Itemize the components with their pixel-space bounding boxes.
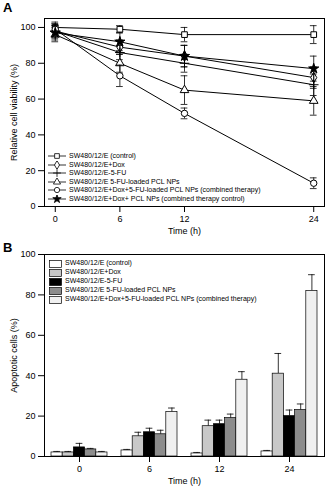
html-text:SW480/12/E+Dox+ PCL NPs (combi: SW480/12/E+Dox+ PCL NPs (combined therap… <box>69 194 245 202</box>
svg-text:0: 0 <box>77 464 82 474</box>
html-text:SW480/12/E 5-FU-loaded PCL NPs: SW480/12/E 5-FU-loaded PCL NPs <box>65 286 176 294</box>
html-text:SW480/12/E-5-FU: SW480/12/E-5-FU <box>65 277 123 285</box>
html-text:A: A <box>3 0 13 15</box>
svg-text:20: 20 <box>25 411 35 421</box>
svg-text:12: 12 <box>214 464 224 474</box>
html-text:SW480/12/E (control): SW480/12/E (control) <box>65 259 132 267</box>
html-text:SW480/12/E+Dox+5-FU-loaded PCL: SW480/12/E+Dox+5-FU-loaded PCL NPs (comb… <box>69 186 261 193</box>
svg-text:0: 0 <box>53 214 58 224</box>
svg-text:24: 24 <box>284 464 294 474</box>
html-text:B: B <box>3 240 13 255</box>
svg-text:40: 40 <box>25 371 35 381</box>
svg-text:80: 80 <box>25 290 35 300</box>
html-text:SW480/12/E-5-FU: SW480/12/E-5-FU <box>69 169 127 176</box>
svg-text:6: 6 <box>147 464 152 474</box>
svg-text:24: 24 <box>309 214 319 224</box>
svg-text:6: 6 <box>117 214 122 224</box>
svg-text:100: 100 <box>20 22 35 32</box>
svg-text:60: 60 <box>25 330 35 340</box>
svg-text:12: 12 <box>179 214 189 224</box>
html-text:SW480/12/E 5-FU-loaded PCL NPs: SW480/12/E 5-FU-loaded PCL NPs <box>69 177 180 185</box>
svg-text:Relative cell viability (%): Relative cell viability (%) <box>9 64 19 161</box>
svg-text:Time (h): Time (h) <box>168 476 201 486</box>
svg-text:40: 40 <box>25 130 35 140</box>
svg-text:0: 0 <box>30 451 35 461</box>
svg-text:0: 0 <box>30 201 35 211</box>
svg-text:Apoptotic cells (%): Apoptotic cells (%) <box>9 318 19 393</box>
html-text:SW480/12/E+Dox: SW480/12/E+Dox <box>65 268 121 276</box>
svg-text:60: 60 <box>25 94 35 104</box>
svg-text:Time (h): Time (h) <box>168 226 201 236</box>
html-text:SW480/12/E+Dox: SW480/12/E+Dox <box>69 160 125 168</box>
html-text:SW480/12/E (control): SW480/12/E (control) <box>69 152 136 159</box>
svg-text:100: 100 <box>20 249 35 259</box>
svg-text:80: 80 <box>25 58 35 68</box>
html-text:SW480/12/E+Dox+5-FU-loaded PCL: SW480/12/E+Dox+5-FU-loaded PCL NPs (comb… <box>65 295 257 303</box>
svg-text:20: 20 <box>25 166 35 176</box>
